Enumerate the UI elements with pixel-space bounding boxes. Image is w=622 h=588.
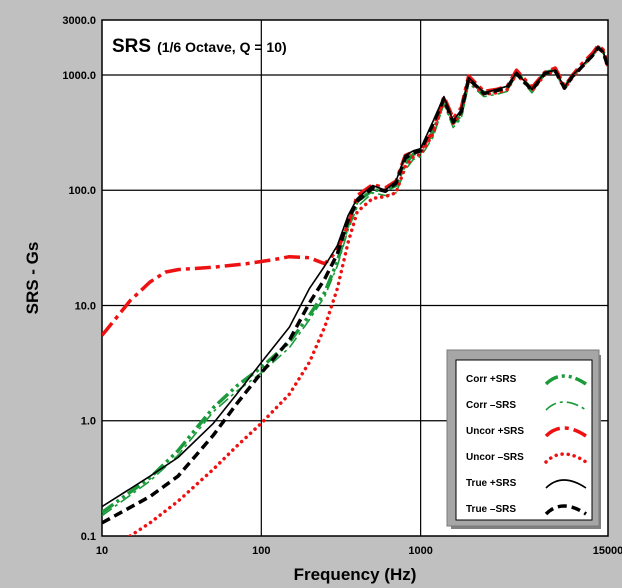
legend-swatch xyxy=(544,426,587,438)
legend-label: Corr +SRS xyxy=(466,374,517,385)
y-tick-label: 1.0 xyxy=(81,416,96,428)
series-lines xyxy=(102,43,608,536)
y-tick-label: 1000.0 xyxy=(62,70,96,82)
x-tick-label: 1000 xyxy=(408,545,432,557)
legend-label: Corr –SRS xyxy=(466,400,516,411)
legend: Corr +SRS Corr –SRS Uncor +SRS Uncor –SRS Tr… xyxy=(446,349,601,529)
y-tick-label: 100.0 xyxy=(68,185,96,197)
legend-label: True +SRS xyxy=(466,478,517,489)
series-line xyxy=(102,45,608,514)
legend-swatch xyxy=(544,452,588,464)
x-axis-label: Frequency (Hz) xyxy=(294,565,417,584)
legend-label: Uncor +SRS xyxy=(466,426,524,437)
series-line xyxy=(102,47,608,517)
legend-label: Uncor –SRS xyxy=(466,452,524,463)
x-tick-labels: 10 100 1000 15000 xyxy=(96,545,622,557)
series-line xyxy=(102,46,608,525)
y-tick-label: 10.0 xyxy=(75,300,96,312)
legend-swatch xyxy=(544,504,587,516)
chart-title-main: SRS xyxy=(112,36,151,57)
x-tick-label: 100 xyxy=(252,545,270,557)
legend-label: True –SRS xyxy=(466,504,516,515)
y-tick-labels: 0.1 1.0 10.0 100.0 1000.0 3000.0 xyxy=(62,15,96,543)
legend-entries: Corr +SRS Corr –SRS Uncor +SRS Uncor –SRS Tr… xyxy=(466,374,588,516)
y-axis-label: SRS - Gs xyxy=(23,242,42,315)
chart-title: SRS (1/6 Octave, Q = 10) xyxy=(112,36,287,57)
legend-swatch xyxy=(545,401,587,411)
y-tick-label: 3000.0 xyxy=(62,15,96,27)
x-tick-label: 10 xyxy=(96,545,108,557)
legend-swatch xyxy=(545,479,587,489)
grid-lines xyxy=(102,20,608,536)
x-tick-label: 15000 xyxy=(593,545,622,557)
y-tick-label: 0.1 xyxy=(81,531,96,543)
legend-box xyxy=(455,359,593,521)
chart-subtitle: (1/6 Octave, Q = 10) xyxy=(157,39,287,55)
legend-swatch xyxy=(544,374,587,386)
